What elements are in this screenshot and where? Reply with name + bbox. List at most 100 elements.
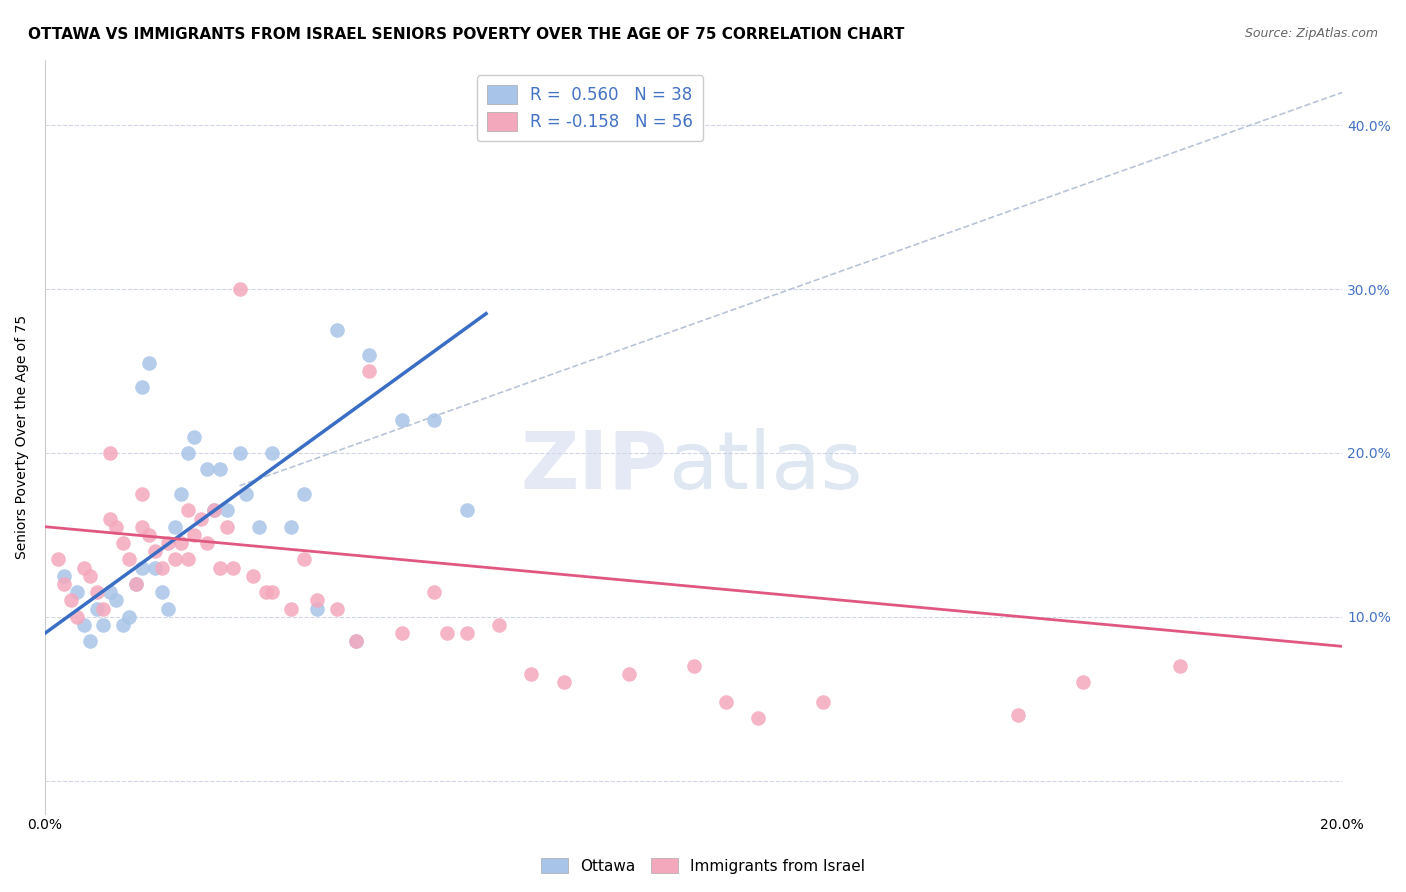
Point [617,667,640,681]
Point [93,601,115,615]
Point [359,348,381,362]
Point [456,503,478,517]
Legend: Ottawa, Immigrants from Israel: Ottawa, Immigrants from Israel [534,852,872,880]
Point [228,446,250,460]
Point [46,552,69,566]
Point [105,519,128,533]
Point [391,413,413,427]
Point [98,511,121,525]
Point [391,626,413,640]
Point [1071,675,1094,690]
Point [111,618,134,632]
Point [131,519,153,533]
Point [307,593,329,607]
Point [747,711,769,725]
Point [228,282,250,296]
Point [195,462,218,476]
Point [209,560,232,574]
Text: Source: ZipAtlas.com: Source: ZipAtlas.com [1244,27,1378,40]
Point [66,610,89,624]
Point [326,323,349,337]
Point [131,487,153,501]
Point [456,626,478,640]
Point [157,601,180,615]
Point [280,601,302,615]
Legend: R =  0.560   N = 38, R = -0.158   N = 56: R = 0.560 N = 38, R = -0.158 N = 56 [477,76,703,141]
Point [59,593,82,607]
Point [215,503,238,517]
Point [143,544,166,558]
Point [254,585,277,599]
Point [125,577,148,591]
Point [215,519,238,533]
Point [202,503,225,517]
Point [344,634,367,648]
Point [520,667,543,681]
Point [86,585,108,599]
Point [190,511,212,525]
Point [436,626,458,640]
Point [209,462,232,476]
Text: OTTAWA VS IMMIGRANTS FROM ISRAEL SENIORS POVERTY OVER THE AGE OF 75 CORRELATION : OTTAWA VS IMMIGRANTS FROM ISRAEL SENIORS… [28,27,904,42]
Point [105,593,128,607]
Point [73,560,96,574]
Point [138,356,160,370]
Point [242,569,264,583]
Point [260,446,283,460]
Point [176,503,198,517]
Point [553,675,575,690]
Point [86,601,108,615]
Point [260,585,283,599]
Point [170,536,193,550]
Point [247,519,270,533]
Point [359,364,381,378]
Point [1007,708,1029,723]
Point [1168,659,1191,673]
Point [235,487,257,501]
Point [280,519,302,533]
Point [222,560,245,574]
Point [344,634,367,648]
Point [423,585,446,599]
Point [176,446,198,460]
Point [294,487,316,501]
Point [183,528,205,542]
Point [98,446,121,460]
Point [73,618,96,632]
Point [813,695,835,709]
Point [143,560,166,574]
Point [714,695,737,709]
Point [150,585,173,599]
Point [176,552,198,566]
Point [125,577,148,591]
Point [488,618,510,632]
Text: atlas: atlas [668,428,862,506]
Point [118,552,141,566]
Point [423,413,446,427]
Point [138,528,160,542]
Point [131,560,153,574]
Point [195,536,218,550]
Point [170,487,193,501]
Point [202,503,225,517]
Point [183,429,205,443]
Point [93,618,115,632]
Point [79,569,101,583]
Point [53,577,76,591]
Point [66,585,89,599]
Point [131,380,153,394]
Point [118,610,141,624]
Y-axis label: Seniors Poverty Over the Age of 75: Seniors Poverty Over the Age of 75 [15,315,30,558]
Point [150,560,173,574]
Point [111,536,134,550]
Point [157,536,180,550]
Point [163,519,186,533]
Point [98,585,121,599]
Point [326,601,349,615]
Point [682,659,704,673]
Point [53,569,76,583]
Point [294,552,316,566]
Point [79,634,101,648]
Point [307,601,329,615]
Point [163,552,186,566]
